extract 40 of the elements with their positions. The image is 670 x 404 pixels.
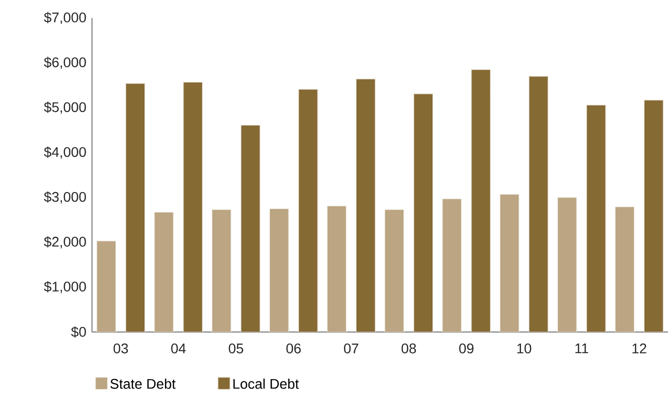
y-tick-label: $1,000 [44, 281, 86, 294]
y-tick-label: $6,000 [44, 56, 86, 69]
bar [586, 104, 606, 332]
y-tick-label: $2,000 [44, 236, 86, 248]
bar [500, 194, 520, 332]
x-tick-label: 06 [286, 344, 301, 354]
x-tick-label: 08 [402, 344, 416, 354]
bar [240, 124, 260, 332]
bar [644, 100, 664, 332]
x-tick-label: 07 [344, 344, 358, 354]
y-tick-label: $3,000 [44, 191, 86, 204]
x-tick-label: 05 [228, 344, 244, 354]
bar [326, 206, 347, 332]
bar [528, 76, 548, 332]
x-tick-label: 03 [114, 344, 128, 354]
legend-label: Local Debt [233, 378, 299, 389]
bar [614, 206, 635, 332]
y-tick-label: $4,000 [44, 146, 86, 159]
x-tick-label: 10 [517, 344, 532, 354]
legend-label: State Debt [110, 378, 176, 389]
bar [442, 198, 462, 332]
bar [384, 209, 404, 332]
bar [557, 197, 577, 332]
y-tick-label: $0 [71, 326, 86, 338]
bar [126, 83, 146, 332]
y-tick-label: $5,000 [44, 102, 86, 114]
bar [414, 94, 434, 332]
bar [212, 209, 232, 332]
x-tick-label: 09 [459, 344, 474, 354]
bar [183, 82, 203, 332]
bar [471, 69, 491, 332]
x-tick-label: 04 [171, 344, 186, 354]
bar [269, 208, 289, 332]
x-tick-label: 11 [575, 344, 588, 354]
bar [356, 78, 376, 332]
bar [154, 212, 174, 332]
y-tick-label: $7,000 [44, 12, 86, 24]
bar [96, 240, 116, 332]
x-tick-label: 12 [632, 344, 646, 354]
bar [298, 89, 318, 332]
